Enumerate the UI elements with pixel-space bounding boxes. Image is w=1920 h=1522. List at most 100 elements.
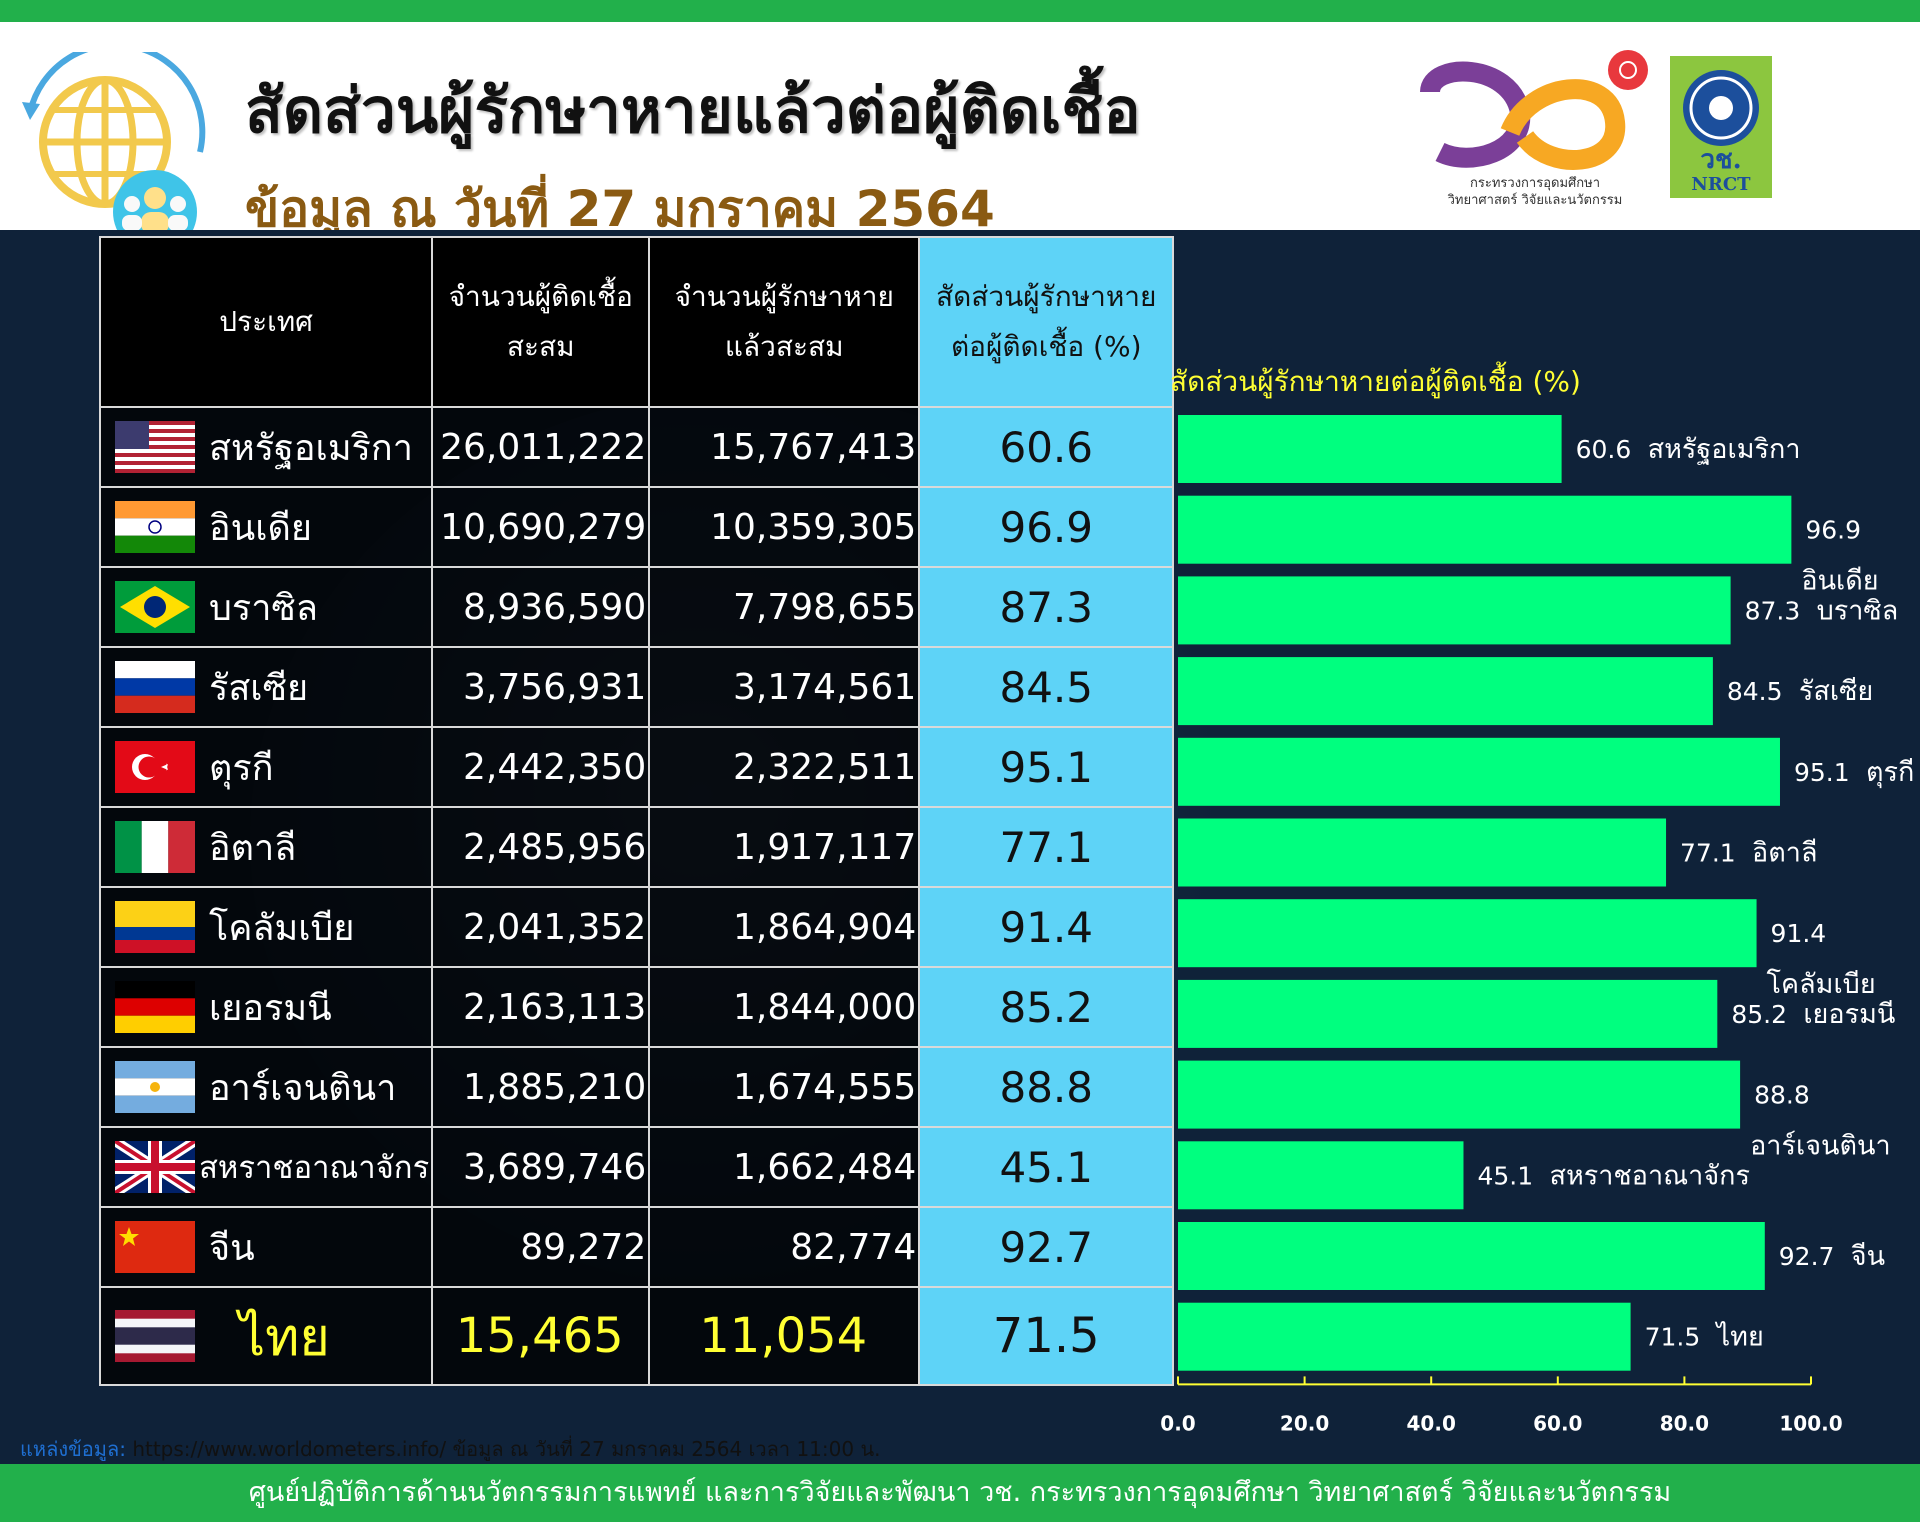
- ratio-cell: 71.5: [918, 1286, 1175, 1386]
- bar: [1178, 415, 1562, 483]
- chart-title: สัดส่วนผู้รักษาหายต่อผู้ติดเชื้อ (%): [1170, 365, 1581, 398]
- turkey-flag: [115, 741, 195, 793]
- country-cell: อินเดีย: [98, 486, 434, 568]
- colombia-flag: [115, 901, 195, 953]
- table-row: สหราชอาณาจักร 3,689,746 1,662,484 45.1: [98, 1126, 1175, 1208]
- table-row: จีน 89,272 82,774 92.7: [98, 1206, 1175, 1288]
- infected-cell: 2,041,352: [431, 886, 651, 968]
- recovered-cell: 1,662,484: [648, 1126, 921, 1208]
- header: สัดส่วนผู้รักษาหายแล้วต่อผู้ติดเชื้อ ข้อ…: [0, 22, 1920, 252]
- country-cell: จีน: [98, 1206, 434, 1288]
- table-header-row: ประเทศ จำนวนผู้ติดเชื้อ สะสม จำนวนผู้รักษ…: [98, 236, 1175, 408]
- infected-cell: 26,011,222: [431, 406, 651, 488]
- recovered-cell: 15,767,413: [648, 406, 921, 488]
- recovered-cell: 82,774: [648, 1206, 921, 1288]
- svg-text:วิทยาศาสตร์ วิจัยและนวัตกรรม: วิทยาศาสตร์ วิจัยและนวัตกรรม: [1447, 192, 1622, 208]
- bar-value-label: 71.5: [1645, 1323, 1701, 1352]
- bar-category-label: อิตาลี: [1752, 838, 1817, 869]
- bar-value-label: 87.3: [1745, 596, 1801, 625]
- infected-cell: 2,442,350: [431, 726, 651, 808]
- bar-value-label: 45.1: [1477, 1161, 1533, 1190]
- country-cell: สหราชอาณาจักร: [98, 1126, 434, 1208]
- ratio-cell: 77.1: [918, 806, 1175, 888]
- country-name: บราซิล: [209, 587, 318, 629]
- header-recovered: จำนวนผู้รักษาหาย แล้วสะสม: [648, 236, 921, 408]
- country-name: สหราชอาณาจักร: [199, 1150, 430, 1186]
- bar-category-label: บราซิล: [1817, 595, 1899, 626]
- x-tick-label: 80.0: [1660, 1411, 1709, 1435]
- infected-cell: 2,485,956: [431, 806, 651, 888]
- table-row: อาร์เจนตินา 1,885,210 1,674,555 88.8: [98, 1046, 1175, 1128]
- bar: [1178, 1222, 1765, 1290]
- header-country: ประเทศ: [98, 236, 434, 408]
- bar: [1178, 979, 1718, 1048]
- footer-credit: ศูนย์ปฏิบัติการด้านนวัตกรรมการแพทย์ และก…: [0, 1464, 1920, 1522]
- table-row: บราซิล 8,936,590 7,798,655 87.3: [98, 566, 1175, 648]
- bar: [1178, 1060, 1741, 1129]
- recovered-cell: 10,359,305: [648, 486, 921, 568]
- ratio-cell: 85.2: [918, 966, 1175, 1048]
- bar-category-label: สหรัฐอเมริกา: [1648, 434, 1801, 465]
- bar-value-label: 96.9: [1805, 516, 1861, 545]
- infected-cell: 3,756,931: [431, 646, 651, 728]
- ratio-cell: 87.3: [918, 566, 1175, 648]
- table-row: รัสเซีย 3,756,931 3,174,561 84.5: [98, 646, 1175, 728]
- table-row: ตุรกี 2,442,350 2,322,511 95.1: [98, 726, 1175, 808]
- country-name: อินเดีย: [209, 507, 313, 549]
- infected-cell: 89,272: [431, 1206, 651, 1288]
- bar-category-label: จีน: [1851, 1241, 1885, 1272]
- bar-category-label: รัสเซีย: [1799, 676, 1873, 707]
- ratio-cell: 92.7: [918, 1206, 1175, 1288]
- argentina-flag: [115, 1061, 195, 1113]
- country-name: อาร์เจนตินา: [209, 1067, 397, 1109]
- ratio-cell: 84.5: [918, 646, 1175, 728]
- infected-cell: 3,689,746: [431, 1126, 651, 1208]
- nrct-logo: วช. NRCT: [1670, 56, 1772, 198]
- bar-value-label: 85.2: [1731, 1000, 1787, 1029]
- source-label: แหล่งข้อมูล:: [20, 1437, 126, 1461]
- bar-category-label: โคลัมเบีย: [1767, 969, 1876, 1000]
- bar: [1178, 737, 1780, 806]
- country-name: อิตาลี: [209, 827, 297, 869]
- country-name: ตุรกี: [209, 747, 274, 789]
- bar: [1178, 818, 1667, 887]
- bar-value-label: 84.5: [1727, 677, 1783, 706]
- table-row: สหรัฐอเมริกา 26,011,222 15,767,413 60.6: [98, 406, 1175, 488]
- recovered-cell: 7,798,655: [648, 566, 921, 648]
- uk-flag: [115, 1141, 195, 1193]
- source-note: แหล่งข้อมูล: https://www.worldometers.in…: [20, 1433, 880, 1465]
- table-row: เยอรมนี 2,163,113 1,844,000 85.2: [98, 966, 1175, 1048]
- bar-category-label: ตุรกี: [1866, 757, 1914, 789]
- recovered-cell: 11,054: [648, 1286, 921, 1386]
- country-cell: สหรัฐอเมริกา: [98, 406, 434, 488]
- recovered-cell: 1,844,000: [648, 966, 921, 1048]
- table-row: อินเดีย 10,690,279 10,359,305 96.9: [98, 486, 1175, 568]
- ratio-cell: 96.9: [918, 486, 1175, 568]
- x-tick-label: 20.0: [1280, 1411, 1329, 1435]
- svg-text:กระทรวงการอุดมศึกษา: กระทรวงการอุดมศึกษา: [1470, 176, 1600, 191]
- bar: [1178, 899, 1757, 968]
- thailand-flag: [115, 1310, 195, 1362]
- bar-value-label: 88.8: [1754, 1081, 1810, 1110]
- bar-category-label: อาร์เจนตินา: [1750, 1130, 1891, 1162]
- infected-cell: 15,465: [431, 1286, 651, 1386]
- source-text: https://www.worldometers.info/ ข้อมูล ณ …: [125, 1437, 881, 1461]
- ratio-cell: 60.6: [918, 406, 1175, 488]
- country-cell: รัสเซีย: [98, 646, 434, 728]
- x-tick-label: 40.0: [1407, 1411, 1456, 1435]
- country-cell: อิตาลี: [98, 806, 434, 888]
- globe-people-icon: [22, 52, 206, 252]
- bar-category-label: อินเดีย: [1801, 566, 1878, 597]
- infected-cell: 1,885,210: [431, 1046, 651, 1128]
- country-cell: ไทย: [98, 1286, 434, 1386]
- bar-category-label: ไทย: [1715, 1322, 1764, 1353]
- bar: [1178, 495, 1792, 564]
- x-tick-label: 0.0: [1160, 1411, 1195, 1435]
- bar-value-label: 91.4: [1771, 919, 1827, 948]
- ratio-cell: 95.1: [918, 726, 1175, 808]
- top-accent-bar: [0, 0, 1920, 22]
- infected-cell: 10,690,279: [431, 486, 651, 568]
- covid-table: ประเทศ จำนวนผู้ติดเชื้อ สะสม จำนวนผู้รักษ…: [98, 236, 1175, 1386]
- recovered-cell: 1,917,117: [648, 806, 921, 888]
- country-name: จีน: [209, 1227, 255, 1269]
